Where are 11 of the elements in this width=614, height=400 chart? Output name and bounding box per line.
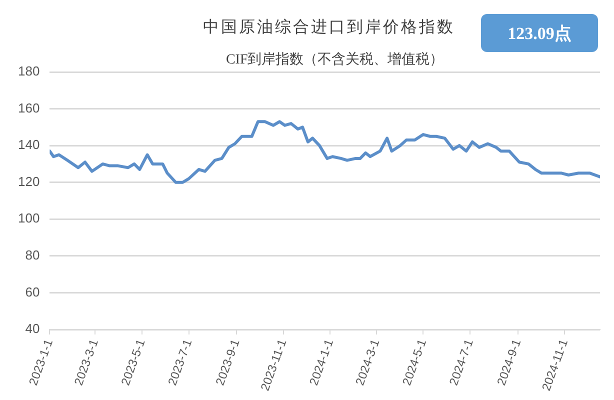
- chart-title: 中国原油综合进口到岸价格指数: [202, 18, 455, 36]
- y-tick-label: 100: [18, 210, 40, 226]
- value-badge: 123.09点: [481, 14, 598, 52]
- y-tick-label: 120: [18, 174, 40, 189]
- chart-subtitle: CIF到岸指数（不含关税、增值税）: [226, 52, 444, 68]
- y-tick-label: 80: [25, 248, 40, 263]
- y-tick-label: 40: [25, 321, 40, 336]
- y-tick-label: 160: [18, 100, 40, 116]
- y-tick-label: 60: [25, 284, 40, 300]
- y-tick-label: 180: [18, 64, 40, 79]
- y-tick-label: 140: [18, 137, 40, 152]
